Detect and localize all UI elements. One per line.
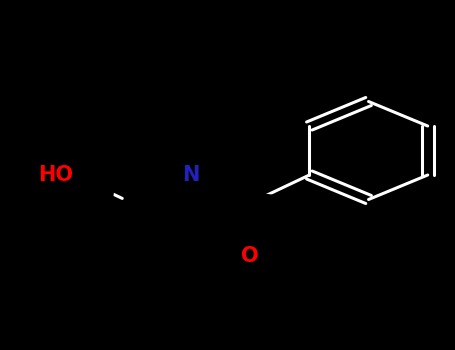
Text: HO: HO [38,165,73,185]
Text: O: O [242,245,259,266]
Text: N: N [182,165,200,185]
